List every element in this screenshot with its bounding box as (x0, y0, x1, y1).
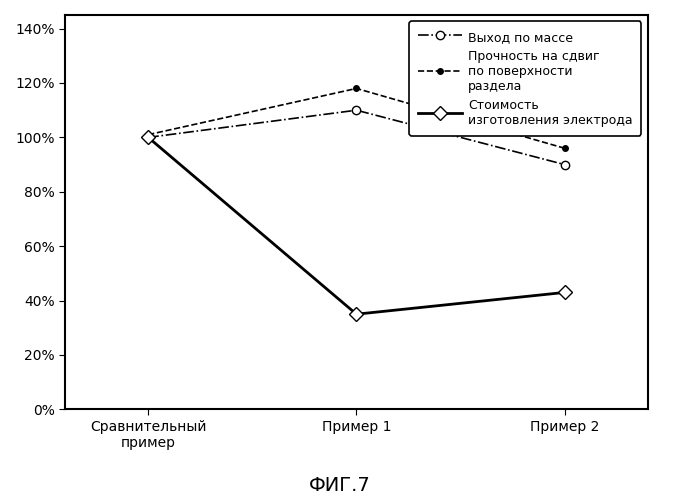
Legend: Выход по массе, Прочность на сдвиг
по поверхности
раздела, Стоимость
изготовлени: Выход по массе, Прочность на сдвиг по по… (409, 21, 641, 136)
Text: ФИГ.7: ФИГ.7 (309, 476, 371, 495)
